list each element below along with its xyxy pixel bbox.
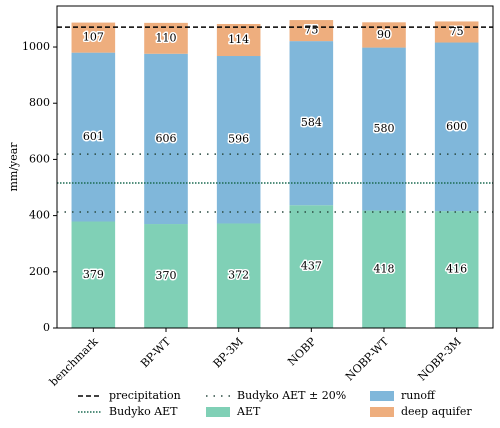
data-label: 600 [446,120,467,133]
data-label: 437 [301,260,322,273]
data-label: 107 [83,31,104,44]
x-tick-label: NOBP [285,335,319,369]
bar-segment [144,53,188,225]
x-tick-label: NOBP-WT [343,335,392,384]
legend-label: precipitation [109,389,181,402]
y-tick-label: 600 [29,152,50,165]
y-tick-label: 200 [29,265,50,278]
y-tick-label: 400 [29,209,50,222]
data-label: 110 [156,31,177,44]
legend-label: runoff [401,389,436,402]
bar-segment [289,20,334,42]
data-label: 370 [156,269,177,282]
data-label: 584 [301,116,322,129]
bar-segment [289,205,334,328]
bar-segment [434,211,479,328]
bar-segment [144,224,188,328]
data-label: 606 [156,132,177,145]
data-label: 580 [374,122,395,135]
bar-segment [289,41,334,206]
x-tick-label: BP-WT [138,335,174,371]
y-tick-label: 1000 [22,40,50,53]
legend-label: Budyko AET [109,405,178,418]
bar-segment [362,210,406,328]
data-label: 372 [228,269,249,282]
legend-label: Budyko AET ± 20% [237,389,346,402]
bar-segment [216,223,261,328]
data-label: 75 [304,24,318,37]
legend-label: deep aquifer [401,405,472,418]
legend-swatch [206,407,230,417]
x-tick-label: benchmark [47,335,101,389]
data-label: 418 [374,262,395,275]
bar-segment [144,22,188,54]
bar-segment [71,221,116,328]
legend-swatch [370,407,394,417]
data-label: 114 [228,33,249,46]
data-label: 379 [83,268,104,281]
y-tick-label: 800 [29,96,50,109]
data-label: 416 [446,263,467,276]
bar-segment [216,56,261,224]
bar-segment [216,23,261,57]
y-axis-label: mm/year [7,142,20,192]
y-tick-label: 0 [43,321,50,334]
data-label: 596 [228,133,249,146]
legend-swatch [370,391,394,401]
plot-frame [56,5,494,329]
x-tick-label: BP-3M [211,335,246,370]
data-label: 90 [377,28,391,41]
legend-label: AET [236,405,261,418]
x-tick-label: NOBP-3M [415,335,463,383]
data-label: 601 [83,130,104,143]
bar-segment [71,52,116,222]
